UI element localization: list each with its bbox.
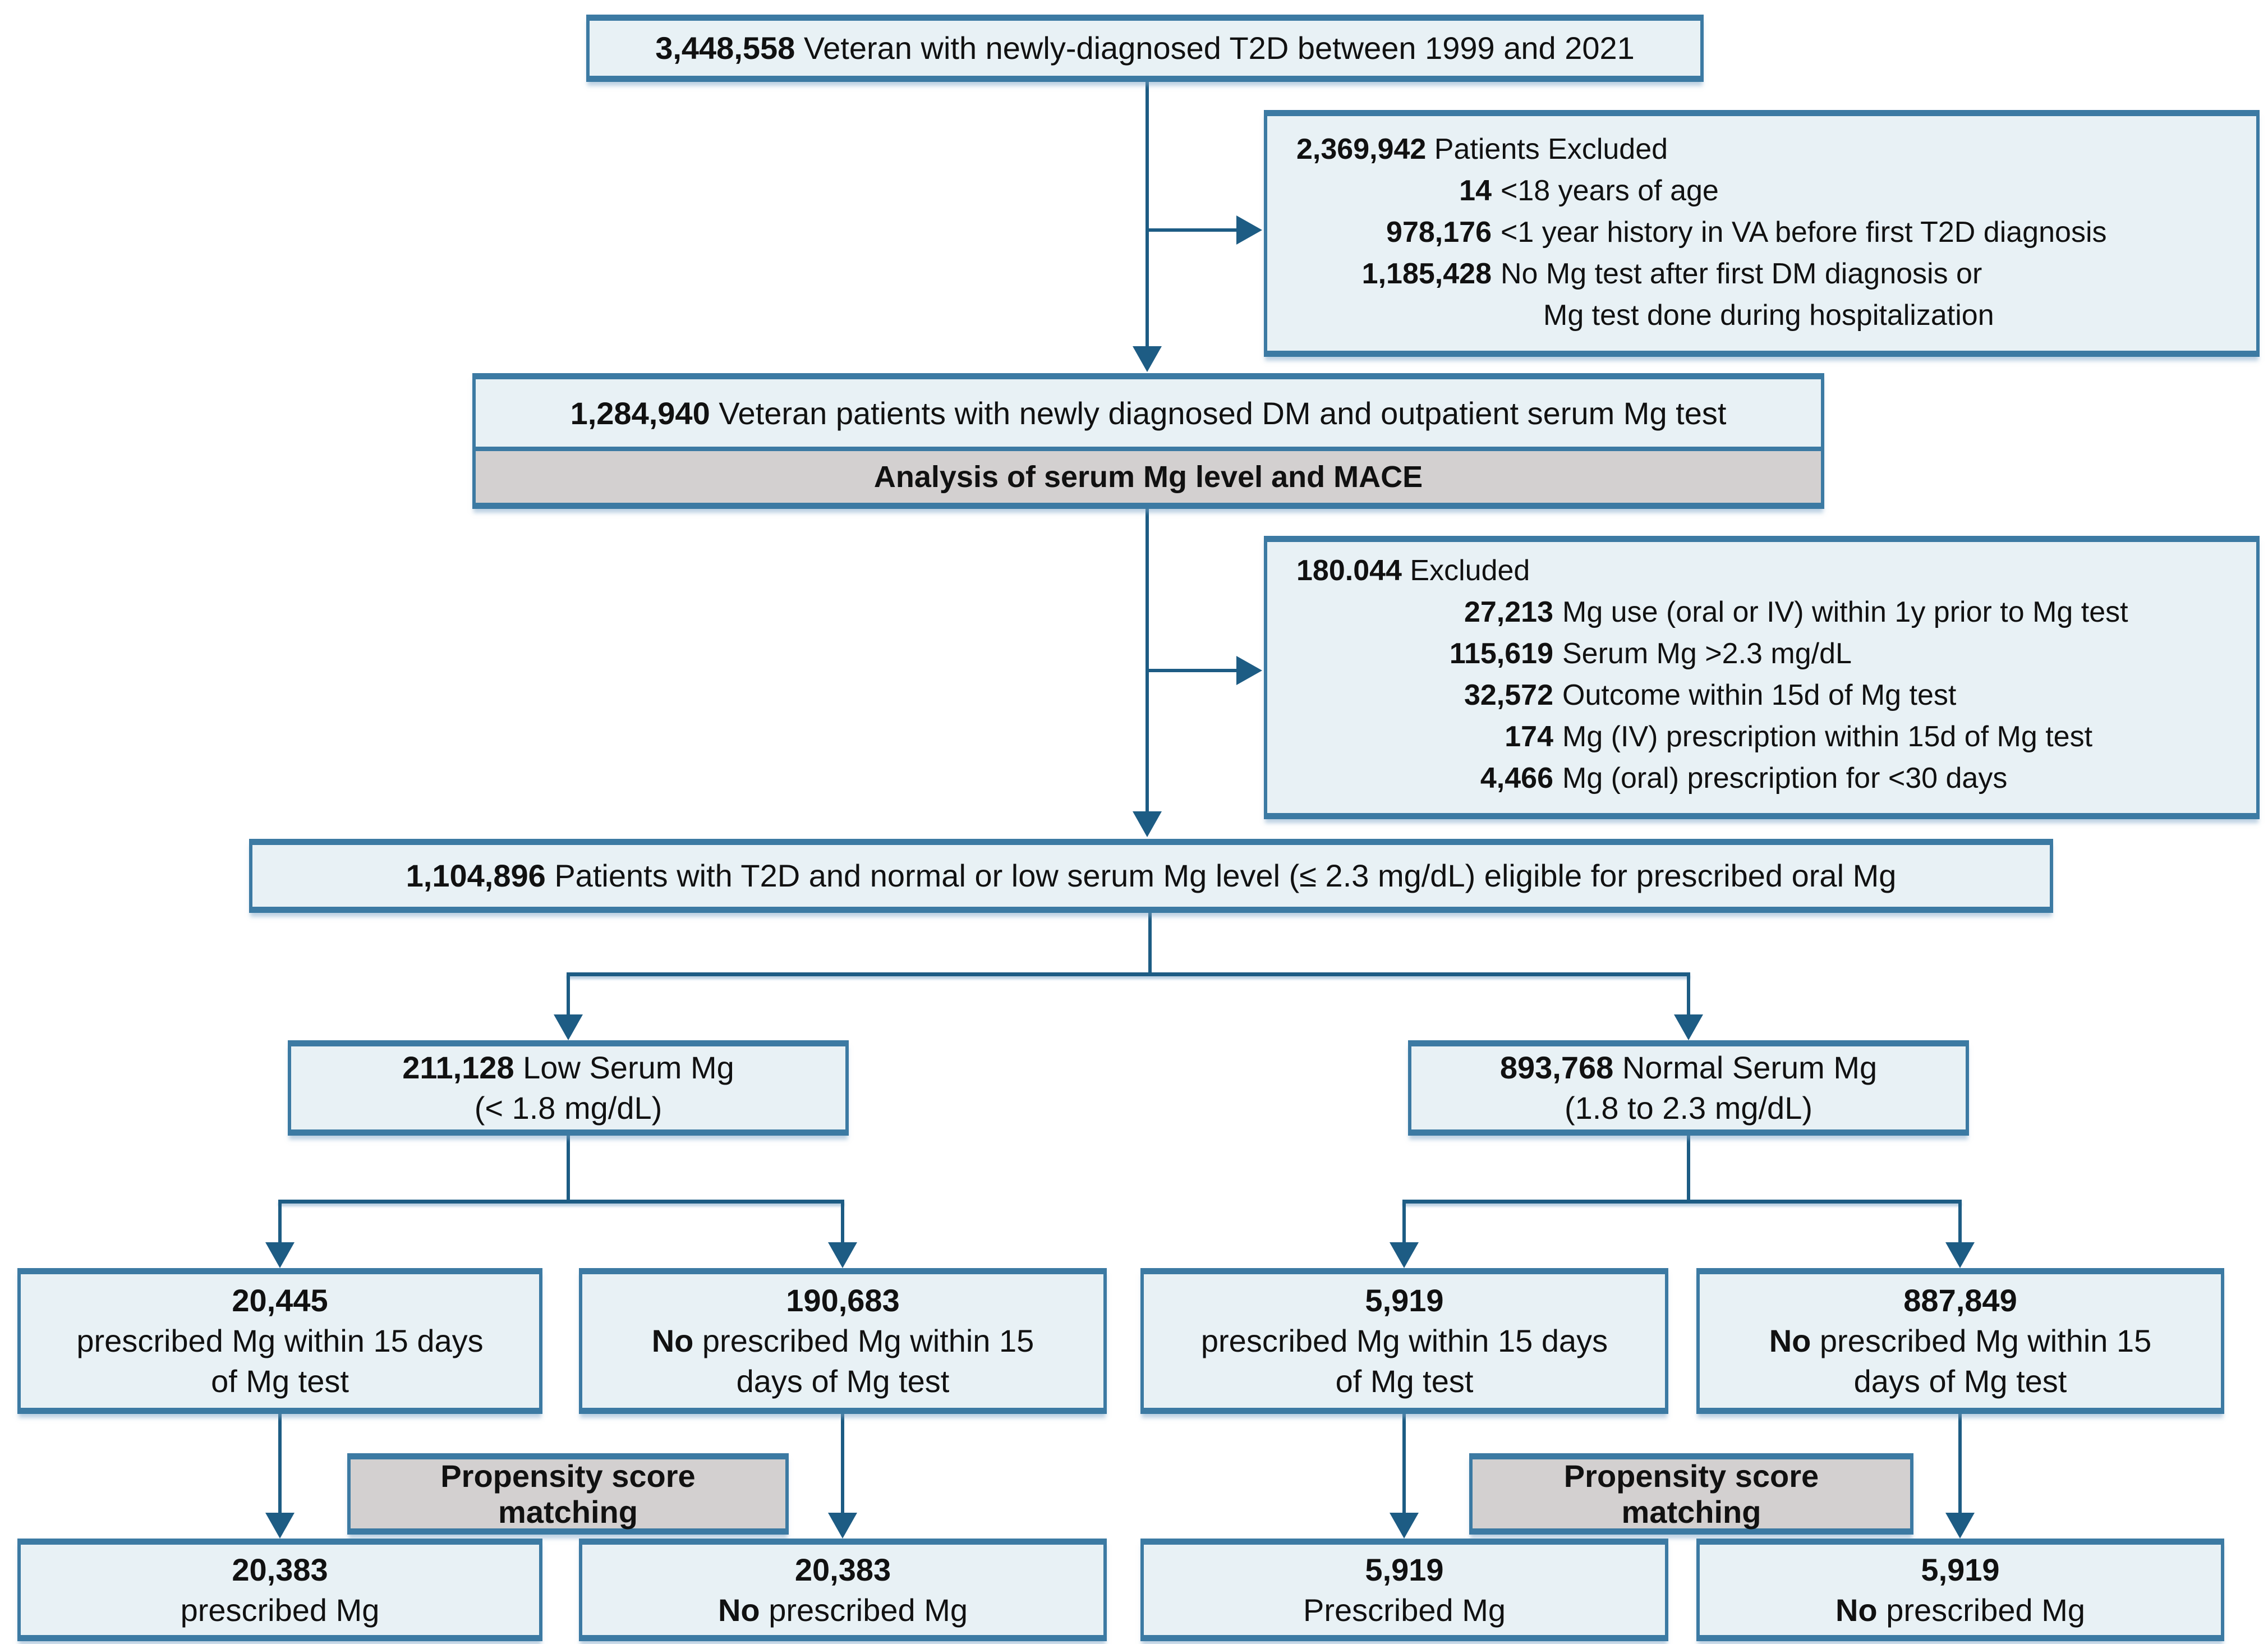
arm-box-normal-no-prescribed: 887,849 No prescribed Mg within 15 days … bbox=[1696, 1268, 2224, 1414]
connector-line bbox=[1402, 1204, 1406, 1243]
final-box-low-no-prescribed: 20,383 No prescribed Mg bbox=[579, 1539, 1107, 1641]
arrow-down-icon bbox=[265, 1513, 295, 1539]
connector-line bbox=[1148, 913, 1152, 976]
arrow-down-icon bbox=[265, 1242, 295, 1268]
final-box-normal-no-prescribed: 5,919 No prescribed Mg bbox=[1696, 1539, 2224, 1641]
arrow-down-icon bbox=[1674, 1014, 1703, 1040]
connector-line bbox=[1958, 1204, 1962, 1243]
final-box-normal-prescribed: 5,919 Prescribed Mg bbox=[1140, 1539, 1668, 1641]
cohort-total-number: 3,448,558 bbox=[655, 30, 795, 66]
arrow-down-icon bbox=[1390, 1513, 1419, 1539]
connector-line bbox=[841, 1204, 844, 1243]
arrow-right-icon bbox=[1236, 215, 1262, 245]
analysis-band: Analysis of serum Mg level and MACE bbox=[476, 447, 1821, 503]
low-branch-range: (< 1.8 mg/dL) bbox=[474, 1090, 663, 1126]
connector-line bbox=[567, 976, 570, 1017]
connector-line bbox=[1146, 228, 1237, 232]
exclusion2-row: 27,213 Mg use (oral or IV) within 1y prio… bbox=[1464, 596, 2128, 628]
connector-bar bbox=[567, 972, 1690, 976]
exclusion1-row: 1,185,428 No Mg test after first DM diagn… bbox=[1361, 258, 1982, 290]
connector-line bbox=[1146, 669, 1237, 672]
arrow-down-icon bbox=[828, 1242, 857, 1268]
arrow-down-icon bbox=[1945, 1242, 1975, 1268]
connector-line bbox=[1687, 1136, 1690, 1201]
normal-branch-number: 893,768 bbox=[1499, 1050, 1614, 1085]
connector-line bbox=[841, 1414, 844, 1515]
connector-line bbox=[1145, 509, 1149, 812]
connector-line bbox=[278, 1414, 282, 1515]
arrow-down-icon bbox=[1133, 346, 1162, 372]
connector-bar bbox=[1402, 1200, 1962, 1204]
connector-line bbox=[1958, 1414, 1962, 1515]
connector-line bbox=[278, 1204, 282, 1243]
cohort-box-total: 3,448,558 Veteran with newly-diagnosed T… bbox=[586, 15, 1704, 82]
arm-box-normal-prescribed: 5,919 prescribed Mg within 15 days of Mg… bbox=[1140, 1268, 1668, 1414]
branch-box-low-mg: 211,128 Low Serum Mg (< 1.8 mg/dL) bbox=[288, 1040, 849, 1136]
arm-box-low-no-prescribed: 190,683 No prescribed Mg within 15 days … bbox=[579, 1268, 1107, 1414]
exclusion1-row: 978,176 <1 year history in VA before firs… bbox=[1386, 216, 2107, 249]
eligible-number: 1,104,896 bbox=[406, 858, 546, 893]
cohort-box-total-text: 3,448,558 Veteran with newly-diagnosed T… bbox=[655, 30, 1635, 66]
exclusion1-row-continuation: Mg test done during hospitalization bbox=[1543, 299, 1994, 332]
final-box-low-prescribed: 20,383 prescribed Mg bbox=[17, 1539, 542, 1641]
connector-line bbox=[1402, 1414, 1406, 1515]
exclusion2-header: 180.044 Excluded bbox=[1296, 554, 1530, 587]
exclusion1-header: 2,369,942 Patients Excluded bbox=[1296, 133, 1668, 166]
connector-line bbox=[567, 1136, 570, 1201]
connector-bar bbox=[278, 1200, 844, 1204]
exclusion2-row: 4,466 Mg (oral) prescription for <30 days bbox=[1480, 762, 2008, 795]
exclusion-box-2: 180.044 Excluded 27,213 Mg use (oral or I… bbox=[1264, 536, 2260, 819]
exclusion1-row: 14 <18 years of age bbox=[1459, 174, 1719, 207]
cohort-box-dm: 1,284,940 Veteran patients with newly di… bbox=[472, 373, 1824, 509]
exclusion2-row: 115,619 Serum Mg >2.3 mg/dL bbox=[1449, 637, 1852, 670]
exclusion2-row: 32,572 Outcome within 15d of Mg test bbox=[1464, 679, 1957, 711]
arrow-down-icon bbox=[554, 1014, 583, 1040]
cohort-box-eligible-text: 1,104,896 Patients with T2D and normal o… bbox=[406, 858, 1897, 893]
connector-line bbox=[1145, 82, 1149, 348]
exclusion2-row: 174 Mg (IV) prescription within 15d of Mg… bbox=[1505, 720, 2093, 753]
cohort-box-dm-text: 1,284,940 Veteran patients with newly di… bbox=[476, 379, 1821, 447]
branch-box-normal-mg: 893,768 Normal Serum Mg (1.8 to 2.3 mg/d… bbox=[1408, 1040, 1969, 1136]
arrow-down-icon bbox=[1133, 811, 1162, 837]
dm-number: 1,284,940 bbox=[570, 395, 710, 431]
cohort-box-eligible: 1,104,896 Patients with T2D and normal o… bbox=[249, 839, 2053, 913]
normal-branch-range: (1.8 to 2.3 mg/dL) bbox=[1564, 1090, 1812, 1126]
exclusion-box-1: 2,369,942 Patients Excluded 14 <18 years … bbox=[1264, 110, 2260, 357]
arrow-down-icon bbox=[1945, 1513, 1975, 1539]
psm-box-left: Propensity score matching bbox=[347, 1453, 789, 1535]
arrow-down-icon bbox=[828, 1513, 857, 1539]
psm-box-right: Propensity score matching bbox=[1469, 1453, 1913, 1535]
low-branch-number: 211,128 bbox=[402, 1050, 514, 1085]
arrow-down-icon bbox=[1390, 1242, 1419, 1268]
connector-line bbox=[1687, 976, 1690, 1017]
arrow-right-icon bbox=[1236, 656, 1262, 685]
arm-box-low-prescribed: 20,445 prescribed Mg within 15 days of M… bbox=[17, 1268, 542, 1414]
